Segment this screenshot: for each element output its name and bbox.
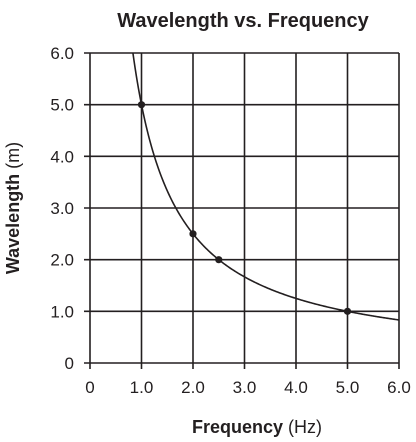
x-axis-label-main: Frequency: [192, 417, 283, 437]
y-axis-label-unit: (m): [3, 142, 23, 169]
y-axis-label: Wavelength (m): [3, 142, 23, 274]
y-tick-label-3: 3.0: [50, 199, 74, 218]
x-axis-label: Frequency (Hz): [192, 417, 322, 437]
x-tick-label-3: 3.0: [233, 378, 257, 397]
data-point-3: [343, 307, 352, 315]
x-tick-label-5: 5.0: [336, 378, 360, 397]
y-axis-label-main: Wavelength: [3, 174, 23, 274]
data-points: [137, 101, 352, 315]
series-curve-0: [132, 52, 400, 321]
data-point-2: [215, 256, 223, 264]
x-tick-label-6: 6.0: [387, 378, 411, 397]
y-tick-label-4: 4.0: [50, 147, 74, 166]
series-curve-layer: [132, 52, 400, 321]
y-tick-label-0: 0: [65, 354, 74, 373]
y-tick-label-6: 6.0: [50, 44, 74, 63]
y-tick-label-1: 1.0: [50, 302, 74, 321]
grid: [84, 52, 400, 369]
chart-title: Wavelength vs. Frequency: [117, 10, 369, 32]
y-tick-label-2: 2.0: [50, 251, 74, 270]
x-tick-label-1: 1.0: [130, 378, 154, 397]
x-axis-label-unit: (Hz): [288, 417, 322, 437]
x-tick-label-4: 4.0: [284, 378, 308, 397]
data-point-0: [137, 101, 146, 109]
x-tick-label-0: 0: [85, 378, 94, 397]
data-point-1: [189, 230, 197, 238]
y-tick-label-5: 5.0: [50, 96, 74, 115]
x-tick-label-2: 2.0: [181, 378, 205, 397]
tick-labels: 0 1.0 2.0 3.0 4.0 5.0 6.0 0 1.0 2.0 3.0 4.0 5.0 6.0: [50, 44, 410, 397]
